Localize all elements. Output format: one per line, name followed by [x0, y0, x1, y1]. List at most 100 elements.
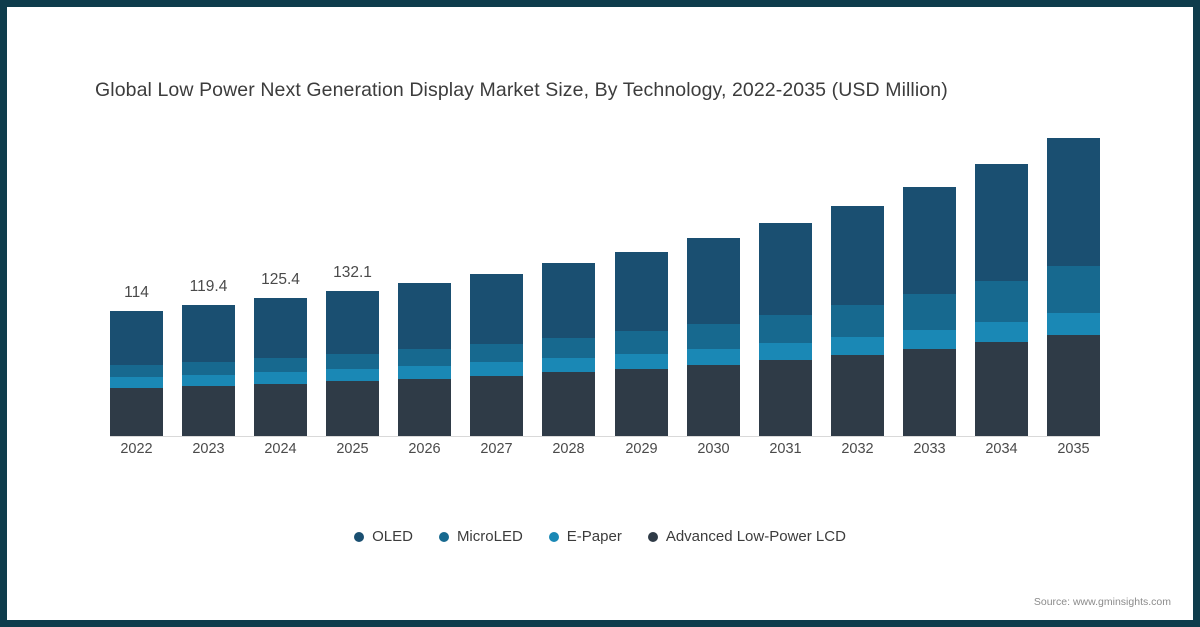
legend-item-e-paper[interactable]: E-Paper: [548, 528, 622, 545]
bar-stack: [687, 238, 740, 436]
bar-stack: [975, 164, 1028, 436]
bar-segment-lcd[interactable]: [687, 364, 740, 436]
x-axis-tick-2026: 2026: [408, 441, 441, 457]
bar-segment-microled[interactable]: [254, 358, 307, 373]
bar-segment-lcd[interactable]: [759, 360, 812, 436]
bar-segment-epaper[interactable]: [831, 336, 884, 355]
bar-stack: [831, 206, 884, 436]
x-axis-tick-2022: 2022: [120, 441, 153, 457]
bar-segment-oled[interactable]: [975, 164, 1028, 281]
bar-stack: 132.1: [326, 264, 379, 436]
legend-item-advanced-low-power-lcd[interactable]: Advanced Low-Power LCD: [647, 528, 846, 545]
bar-segment-lcd[interactable]: [110, 387, 163, 436]
bar-group[interactable]: 132.1: [326, 264, 379, 436]
x-axis-tick-2024: 2024: [264, 441, 297, 457]
bar-segment-oled[interactable]: [687, 238, 740, 324]
bar-segment-microled[interactable]: [182, 361, 235, 375]
bar-stack: [759, 223, 812, 436]
x-axis-tick-2034: 2034: [985, 441, 1018, 457]
bar-segment-oled[interactable]: [903, 186, 956, 294]
bar-segment-epaper[interactable]: [975, 321, 1028, 343]
bar-segment-epaper[interactable]: [110, 377, 163, 388]
bar-segment-microled[interactable]: [831, 305, 884, 337]
bar-segment-epaper[interactable]: [687, 348, 740, 365]
bar-value-label: 132.1: [333, 263, 372, 281]
legend-item-microled[interactable]: MicroLED: [438, 528, 523, 545]
bar-group[interactable]: 125.4: [254, 271, 307, 436]
bar-group[interactable]: [831, 206, 884, 436]
bar-segment-lcd[interactable]: [542, 372, 595, 436]
legend-dot-oled: [354, 531, 365, 542]
bar-group[interactable]: [759, 223, 812, 436]
bar-segment-oled[interactable]: [759, 223, 812, 315]
bar-value-label: 125.4: [261, 271, 300, 289]
bar-stack: [542, 263, 595, 436]
bar-group[interactable]: [615, 251, 668, 436]
x-axis-line: [110, 436, 1100, 437]
bar-segment-microled[interactable]: [1047, 265, 1100, 313]
bar-segment-oled[interactable]: [1047, 137, 1100, 266]
bar-segment-lcd[interactable]: [182, 385, 235, 436]
bar-segment-epaper[interactable]: [759, 343, 812, 361]
bar-segment-oled[interactable]: [398, 282, 451, 350]
bar-segment-lcd[interactable]: [254, 383, 307, 436]
bar-segment-lcd[interactable]: [326, 381, 379, 436]
bar-segment-lcd[interactable]: [903, 349, 956, 436]
bar-group[interactable]: [470, 273, 523, 436]
bar-group[interactable]: 119.4: [182, 278, 235, 436]
bar-segment-microled[interactable]: [542, 338, 595, 359]
bar-segment-lcd[interactable]: [470, 375, 523, 436]
bar-segment-oled[interactable]: [326, 290, 379, 355]
bar-segment-epaper[interactable]: [398, 366, 451, 379]
bar-segment-microled[interactable]: [110, 365, 163, 378]
bar-segment-epaper[interactable]: [182, 374, 235, 386]
bar-segment-lcd[interactable]: [975, 342, 1028, 436]
bar-value-label: 114: [124, 283, 149, 301]
bar-group[interactable]: [398, 282, 451, 436]
bar-stack: 125.4: [254, 271, 307, 436]
bar-segment-epaper[interactable]: [326, 369, 379, 382]
bar-group[interactable]: [975, 164, 1028, 436]
bar-segment-lcd[interactable]: [831, 354, 884, 436]
bar-segment-lcd[interactable]: [615, 368, 668, 436]
x-axis-tick-2025: 2025: [336, 441, 369, 457]
bar-segment-epaper[interactable]: [470, 362, 523, 376]
bar-segment-oled[interactable]: [182, 304, 235, 362]
bar-segment-microled[interactable]: [759, 315, 812, 344]
bar-segment-microled[interactable]: [470, 344, 523, 363]
bar-segment-microled[interactable]: [903, 293, 956, 330]
bar-segment-oled[interactable]: [110, 310, 163, 366]
bar-segment-oled[interactable]: [831, 206, 884, 306]
bar-group[interactable]: [687, 238, 740, 436]
legend-dot-lcd: [647, 531, 658, 542]
bar-segment-microled[interactable]: [687, 323, 740, 349]
bar-segment-epaper[interactable]: [1047, 312, 1100, 335]
bar-segment-microled[interactable]: [398, 349, 451, 367]
x-axis-tick-2028: 2028: [552, 441, 585, 457]
bar-stack: 114: [110, 284, 163, 436]
bar-segment-lcd[interactable]: [398, 378, 451, 436]
bar-segment-microled[interactable]: [326, 354, 379, 370]
chart-legend: OLED MicroLED E-Paper Advanced Low-Power LC…: [7, 528, 1193, 545]
bar-segment-epaper[interactable]: [254, 372, 307, 384]
bar-segment-oled[interactable]: [615, 251, 668, 332]
bar-segment-microled[interactable]: [615, 331, 668, 354]
bar-segment-oled[interactable]: [542, 263, 595, 339]
x-axis-tick-2027: 2027: [480, 441, 513, 457]
bar-segment-lcd[interactable]: [1047, 334, 1100, 436]
bar-segment-oled[interactable]: [254, 298, 307, 359]
bar-group[interactable]: 114: [110, 284, 163, 436]
bar-group[interactable]: [542, 263, 595, 436]
legend-item-oled[interactable]: OLED: [354, 528, 413, 545]
bar-segment-epaper[interactable]: [615, 353, 668, 369]
bar-group[interactable]: [903, 186, 956, 436]
bar-segment-epaper[interactable]: [542, 358, 595, 373]
bar-segment-oled[interactable]: [470, 273, 523, 344]
bar-stack: [1047, 137, 1100, 436]
bar-segment-microled[interactable]: [975, 280, 1028, 322]
bar-segment-epaper[interactable]: [903, 329, 956, 350]
legend-dot-microled: [438, 531, 449, 542]
source-attribution: Source: www.gminsights.com: [1033, 596, 1171, 608]
bar-group[interactable]: [1047, 137, 1100, 436]
